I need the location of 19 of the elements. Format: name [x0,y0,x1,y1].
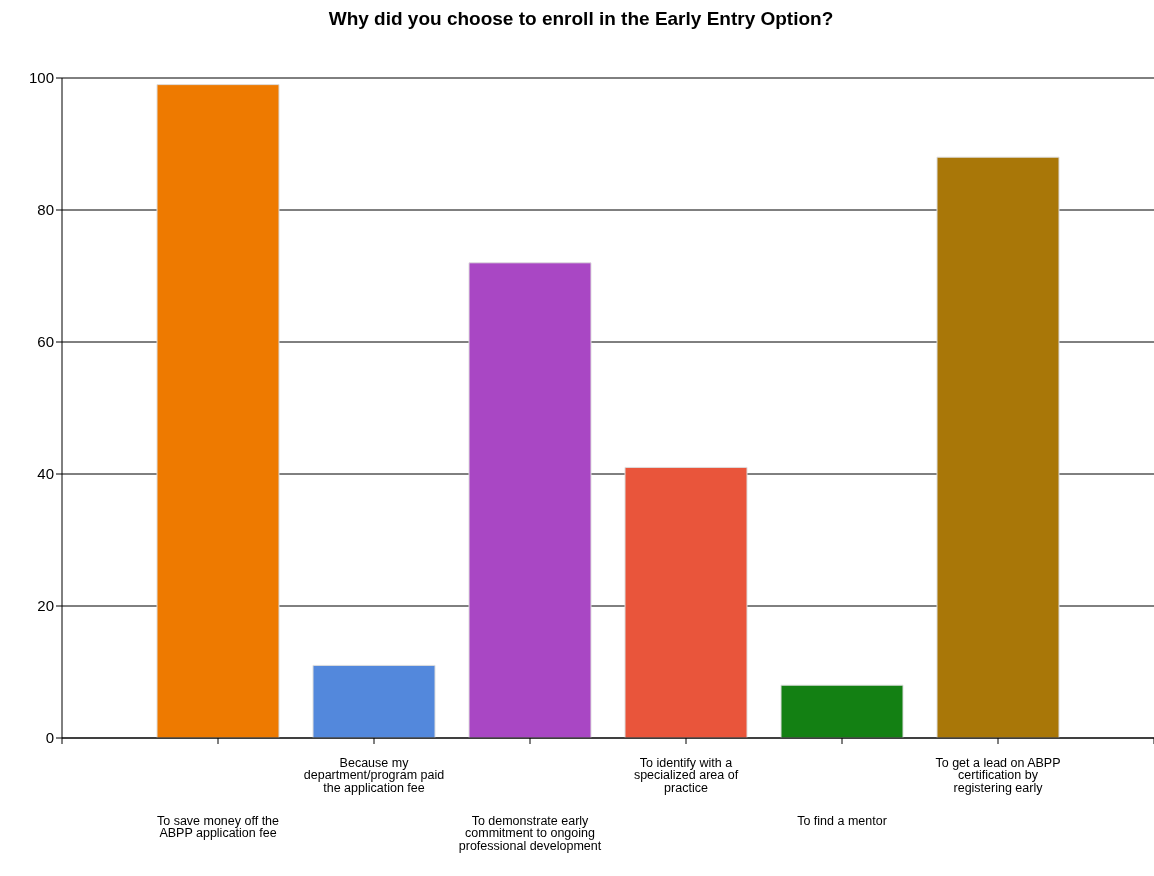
bar [936,156,1060,738]
bar [156,84,280,738]
bar [312,664,436,738]
x-tick-label: To demonstrate early commitment to ongoing professional development [458,813,602,853]
x-tick-label: To find a mentor [797,813,887,828]
bar [468,262,592,738]
x-tick-label: To get a lead on ABPP certification by registering early [935,755,1061,795]
chart-title: Why did you choose to enroll in the Early Entry Option? [327,8,835,31]
x-tick-label: To save money off the ABPP application fee [156,813,280,841]
bar [780,684,904,738]
x-tick-label: To identify with a specialized area of practice [633,755,739,795]
y-tick-label: 40 [37,465,54,483]
x-tick-label: Because my department/program paid the application fee [303,755,445,795]
y-tick-label: 80 [37,201,54,219]
bar [624,466,748,738]
y-tick-label: 100 [28,69,54,87]
y-tick-label: 60 [37,333,54,351]
y-tick-label: 20 [37,597,54,615]
y-tick-label: 0 [45,729,54,747]
